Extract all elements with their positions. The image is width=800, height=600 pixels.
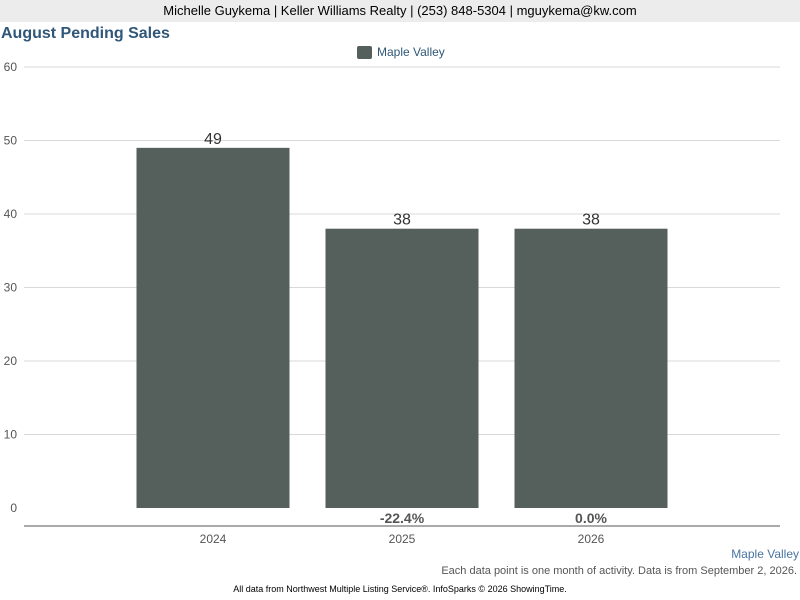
legend-label: Maple Valley <box>377 45 445 59</box>
region-label[interactable]: Maple Valley <box>731 547 799 561</box>
y-tick-label: 50 <box>4 134 18 148</box>
y-tick-label: 20 <box>4 354 18 368</box>
bar <box>514 228 668 508</box>
chart-legend[interactable]: Maple Valley <box>357 45 445 59</box>
y-tick-label: 0 <box>10 501 17 515</box>
y-tick-label: 10 <box>4 428 18 442</box>
x-tick-label: 2025 <box>389 532 416 546</box>
bar-value-label: 38 <box>582 212 600 229</box>
bar-value-label: 38 <box>393 212 411 229</box>
legend-swatch <box>357 45 372 59</box>
bar-chart: 0 10 20 30 40 50 60 49 2024 38 -22.4% 2025 38 0.0% 202… <box>4 60 780 546</box>
bar <box>325 228 479 508</box>
bar <box>136 147 290 508</box>
agent-contact-text: Michelle Guykema | Keller Williams Realt… <box>163 3 637 18</box>
bar-value-label: 49 <box>204 131 222 148</box>
y-tick-label: 60 <box>4 60 18 74</box>
agent-contact-bar: Michelle Guykema | Keller Williams Realt… <box>0 0 800 22</box>
change-label: -22.4% <box>380 510 425 526</box>
change-label: 0.0% <box>575 510 607 526</box>
footer-attribution: All data from Northwest Multiple Listing… <box>233 584 567 594</box>
x-tick-label: 2026 <box>578 532 605 546</box>
y-tick-label: 30 <box>4 281 18 295</box>
chart-title: August Pending Sales <box>1 25 170 42</box>
y-tick-label: 40 <box>4 207 18 221</box>
data-note: Each data point is one month of activity… <box>441 565 797 577</box>
x-tick-label: 2024 <box>200 532 227 546</box>
